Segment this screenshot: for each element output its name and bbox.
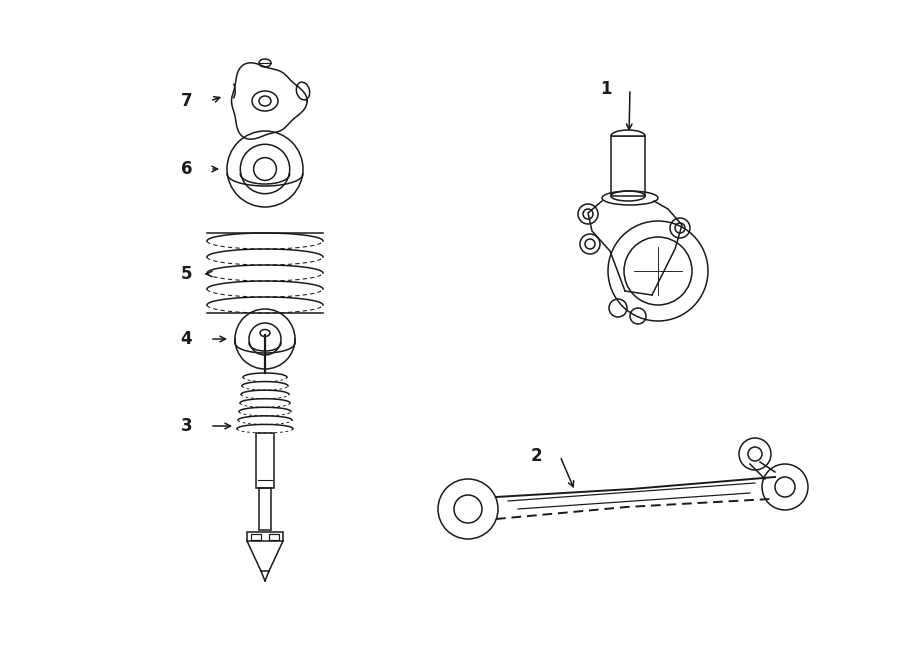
Bar: [269, 533, 279, 539]
Text: 7: 7: [180, 92, 192, 110]
Text: 1: 1: [600, 80, 612, 98]
Bar: [611, 136, 645, 196]
Bar: [256, 433, 274, 488]
Text: 4: 4: [180, 330, 192, 348]
Text: 2: 2: [530, 447, 542, 465]
Bar: [247, 532, 283, 541]
Text: 5: 5: [181, 265, 192, 283]
Text: 6: 6: [181, 160, 192, 178]
Bar: [251, 533, 261, 539]
Text: 3: 3: [180, 417, 192, 435]
Bar: [259, 488, 271, 530]
